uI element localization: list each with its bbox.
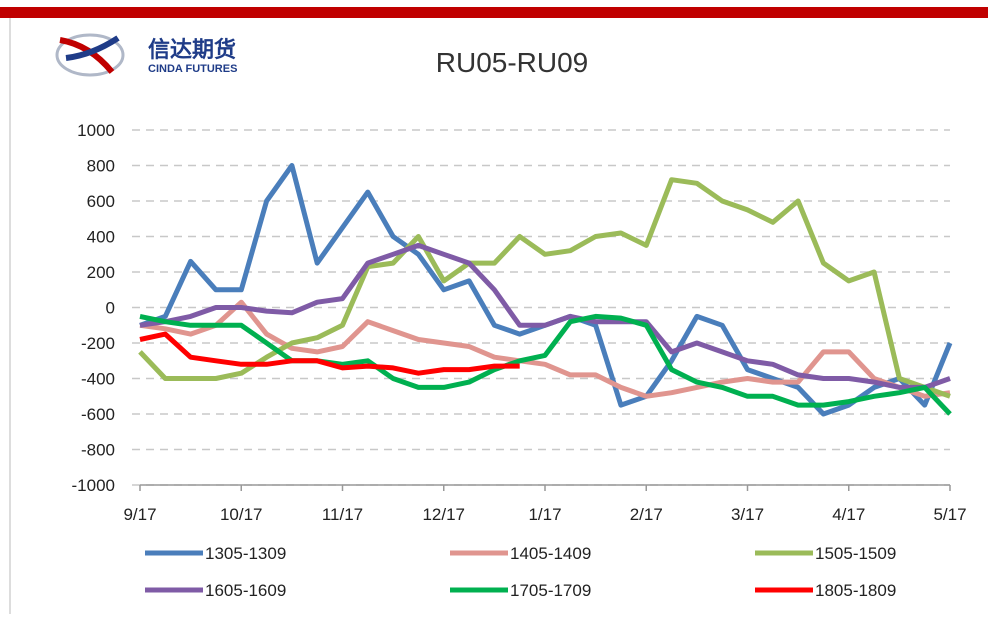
y-tick-label: -600 (81, 405, 115, 424)
series-line (139, 313, 952, 416)
logo-swoosh (65, 35, 120, 61)
x-tick-label: 9/17 (123, 505, 156, 524)
logo: 信达期货 CINDA FUTURES (55, 33, 237, 77)
chart-title: RU05-RU09 (436, 47, 589, 78)
y-tick-label: 800 (87, 157, 115, 176)
logo-ring (55, 33, 125, 77)
y-tick-label: 600 (87, 192, 115, 211)
x-tick-label: 4/17 (832, 505, 865, 524)
legend-label: 1605-1609 (205, 581, 286, 600)
x-tick-label: 11/17 (322, 505, 363, 524)
logo-name: 信达期货 (148, 37, 236, 62)
legend-label: 1505-1509 (815, 544, 896, 563)
legend-label: 1705-1709 (510, 581, 591, 600)
x-tick-label: 1/17 (528, 505, 561, 524)
logo-name-en: CINDA FUTURES (148, 63, 237, 75)
y-tick-label: -800 (81, 441, 115, 460)
x-tick-label: 10/17 (220, 505, 263, 524)
x-tick-label: 12/17 (422, 505, 465, 524)
y-tick-label: 0 (106, 299, 115, 318)
legend-label: 1305-1309 (205, 544, 286, 563)
series-line (139, 242, 951, 390)
legend-label: 1405-1409 (510, 544, 591, 563)
y-tick-label: -200 (81, 334, 115, 353)
x-tick-label: 3/17 (731, 505, 764, 524)
series-line (139, 331, 520, 376)
header-bar (0, 7, 988, 18)
y-tick-label: -400 (81, 370, 115, 389)
x-tick-label: 2/17 (630, 505, 663, 524)
series-line (139, 299, 951, 399)
series-line (138, 177, 951, 399)
y-tick-label: 200 (87, 263, 115, 282)
y-tick-label: 1000 (77, 121, 115, 140)
x-tick-label: 5/17 (933, 505, 966, 524)
y-tick-label: 400 (87, 228, 115, 247)
legend-label: 1805-1809 (815, 581, 896, 600)
y-tick-label: -1000 (72, 476, 115, 495)
